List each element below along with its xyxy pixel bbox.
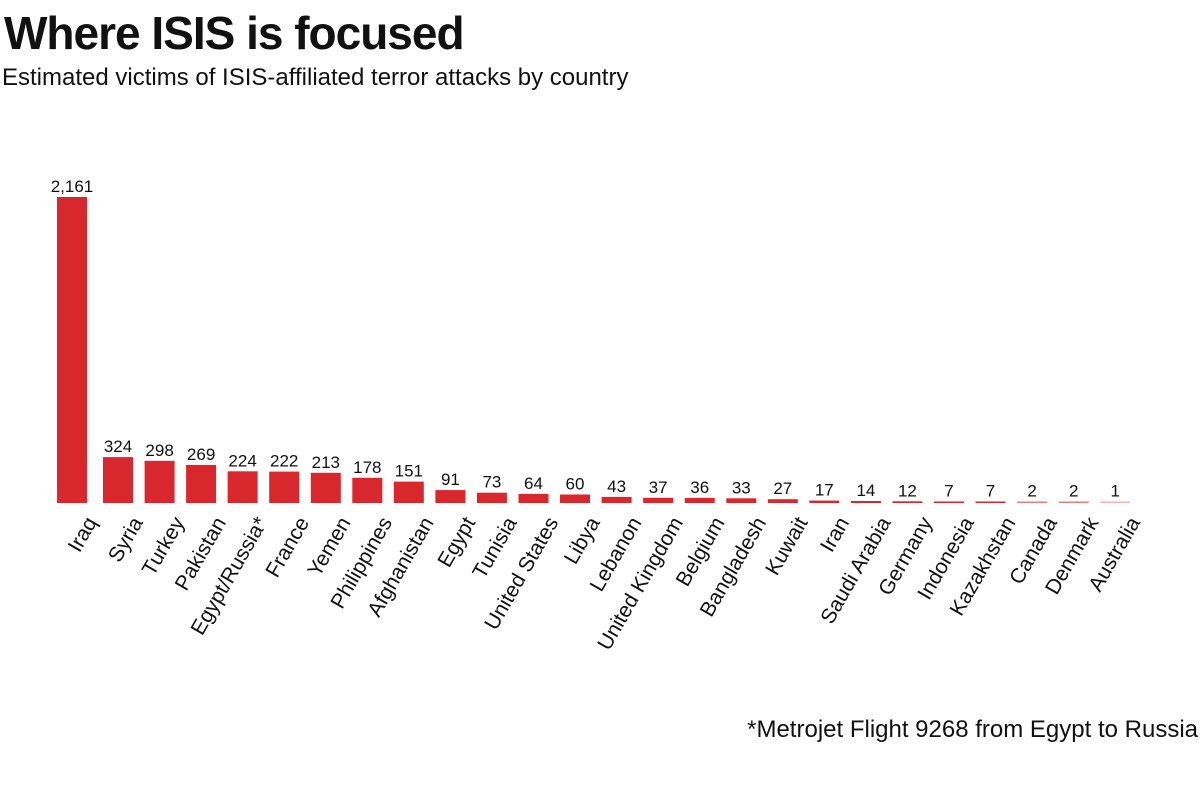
category-label-syria: Syria (104, 513, 148, 566)
value-label-tunisia: 73 (482, 473, 501, 492)
value-label-philippines: 178 (353, 458, 381, 477)
bar-iran (809, 500, 840, 503)
value-label-bangladesh: 33 (732, 478, 751, 497)
bar-turkey (144, 460, 175, 503)
value-label-pakistan: 269 (187, 445, 215, 464)
bar-bangladesh (726, 498, 757, 503)
bar-syria (103, 457, 133, 503)
bar-lebanon (601, 496, 632, 503)
value-label-kazakhstan: 7 (986, 482, 995, 501)
bar-belgium (684, 497, 715, 503)
bar-canada (1017, 501, 1048, 503)
value-label-egypt-russia: 224 (228, 451, 256, 470)
value-label-germany: 12 (898, 481, 917, 500)
value-label-iran: 17 (815, 481, 834, 500)
value-label-lebanon: 43 (607, 477, 626, 496)
bar-yemen (310, 472, 341, 503)
bar-australia (1100, 501, 1131, 503)
chart-title: Where ISIS is focused (4, 7, 465, 59)
value-label-united-states: 64 (524, 474, 543, 493)
bar-pakistan (186, 464, 217, 503)
value-label-egypt: 91 (441, 470, 460, 489)
bar-kazakhstan (975, 501, 1006, 503)
category-label-iraq: Iraq (64, 513, 102, 556)
bar-denmark (1058, 501, 1089, 503)
value-label-afghanistan: 151 (395, 462, 423, 481)
bar-united-states (518, 493, 549, 503)
chart-footnote: *Metrojet Flight 9268 from Egypt to Russ… (747, 716, 1198, 743)
chart-subtitle: Estimated victims of ISIS-affiliated ter… (2, 64, 629, 91)
value-label-saudi-arabia: 14 (856, 481, 875, 500)
value-label-united-kingdom: 37 (649, 478, 668, 497)
value-label-kuwait: 27 (773, 479, 792, 498)
value-label-canada: 2 (1027, 482, 1036, 501)
bar-kuwait (767, 499, 798, 503)
bar-indonesia (934, 501, 964, 503)
category-label-kuwait: Kuwait (761, 513, 813, 579)
value-label-libya: 60 (566, 475, 585, 494)
value-label-iraq: 2,161 (51, 177, 94, 196)
value-label-denmark: 2 (1069, 482, 1078, 501)
bar-iraq (57, 197, 87, 503)
bar-libya (560, 494, 590, 503)
value-label-syria: 324 (104, 437, 132, 456)
bar-germany (892, 501, 923, 503)
category-label-iran: Iran (816, 513, 854, 556)
bar-philippines (352, 477, 383, 503)
bar-france (269, 471, 300, 503)
bar-egypt (435, 490, 466, 503)
bar-tunisia (476, 492, 507, 503)
value-label-turkey: 298 (145, 441, 173, 460)
value-label-france: 222 (270, 452, 298, 471)
value-label-belgium: 36 (690, 478, 709, 497)
value-label-australia: 1 (1110, 482, 1119, 501)
value-label-yemen: 213 (312, 453, 340, 472)
bar-egypt-russia (227, 471, 258, 503)
category-label-libya: Libya (560, 513, 605, 568)
value-label-indonesia: 7 (944, 482, 953, 501)
bar-united-kingdom (643, 497, 674, 503)
bar-saudi-arabia (850, 501, 881, 503)
bar-afghanistan (393, 481, 424, 503)
